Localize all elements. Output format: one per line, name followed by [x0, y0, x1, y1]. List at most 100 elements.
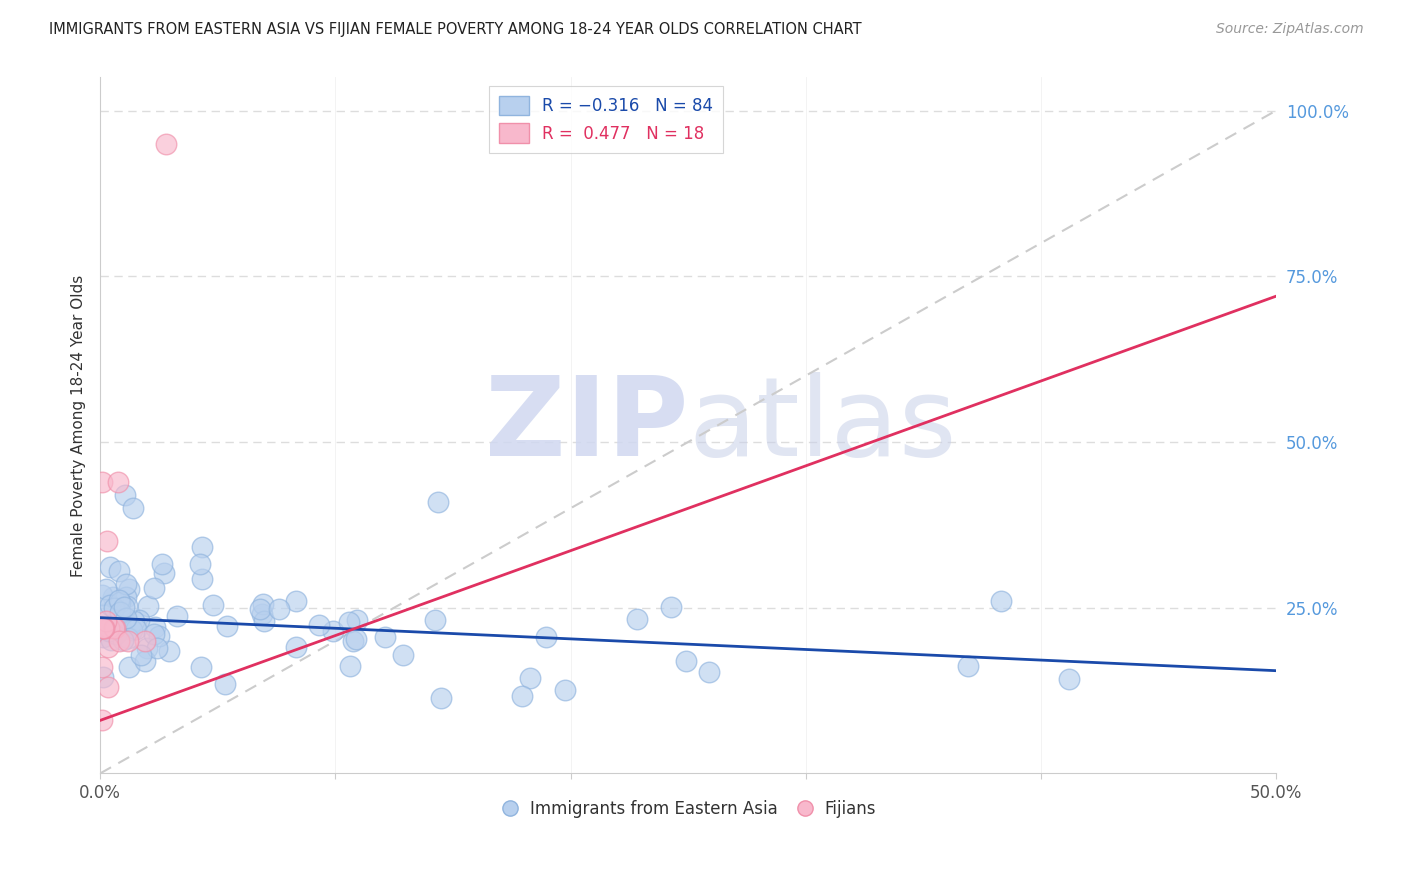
Point — [97, 640, 120, 655]
Point — [107, 475, 129, 489]
Point — [191, 572, 214, 586]
Point — [105, 626, 128, 640]
Point — [118, 582, 141, 597]
Point — [108, 564, 131, 578]
Point — [110, 618, 132, 632]
Point — [956, 658, 979, 673]
Point — [215, 619, 238, 633]
Point — [252, 597, 274, 611]
Point — [153, 566, 176, 580]
Point — [91, 475, 114, 489]
Point — [697, 665, 720, 680]
Point — [392, 648, 415, 662]
Point — [115, 599, 138, 614]
Text: IMMIGRANTS FROM EASTERN ASIA VS FIJIAN FEMALE POVERTY AMONG 18-24 YEAR OLDS CORR: IMMIGRANTS FROM EASTERN ASIA VS FIJIAN F… — [49, 22, 862, 37]
Point — [148, 629, 170, 643]
Point — [97, 624, 120, 638]
Point — [423, 613, 446, 627]
Point — [143, 581, 166, 595]
Point — [285, 640, 308, 654]
Point — [114, 577, 136, 591]
Point — [93, 621, 115, 635]
Point — [157, 644, 180, 658]
Point — [519, 671, 541, 685]
Text: ZIP: ZIP — [485, 372, 688, 479]
Point — [91, 621, 114, 635]
Point — [121, 624, 143, 638]
Point — [91, 714, 114, 728]
Point — [990, 594, 1012, 608]
Point — [322, 624, 344, 638]
Point — [100, 633, 122, 648]
Point — [146, 641, 169, 656]
Point — [339, 659, 361, 673]
Point — [284, 593, 307, 607]
Point — [143, 620, 166, 634]
Point — [427, 494, 450, 508]
Text: atlas: atlas — [688, 372, 956, 479]
Point — [96, 582, 118, 596]
Point — [94, 614, 117, 628]
Point — [103, 621, 125, 635]
Point — [98, 598, 121, 612]
Point — [249, 601, 271, 615]
Point — [626, 612, 648, 626]
Point — [117, 633, 139, 648]
Point — [510, 689, 533, 703]
Point — [98, 621, 121, 635]
Point — [103, 601, 125, 615]
Point — [111, 633, 134, 648]
Point — [214, 677, 236, 691]
Point — [117, 631, 139, 645]
Point — [659, 600, 682, 615]
Point — [129, 648, 152, 663]
Point — [121, 501, 143, 516]
Point — [118, 660, 141, 674]
Point — [134, 654, 156, 668]
Point — [269, 602, 291, 616]
Point — [190, 659, 212, 673]
Point — [142, 627, 165, 641]
Point — [108, 595, 131, 609]
Point — [108, 606, 131, 620]
Point — [534, 630, 557, 644]
Point — [122, 614, 145, 628]
Point — [103, 621, 125, 635]
Point — [337, 615, 360, 629]
Point — [115, 611, 138, 625]
Point — [128, 613, 150, 627]
Point — [675, 654, 697, 668]
Point — [108, 633, 131, 648]
Point — [118, 618, 141, 632]
Point — [554, 682, 576, 697]
Point — [96, 534, 118, 549]
Point — [114, 590, 136, 604]
Point — [430, 690, 453, 705]
Point — [91, 660, 114, 674]
Point — [344, 632, 367, 646]
Point — [374, 630, 396, 644]
Text: Source: ZipAtlas.com: Source: ZipAtlas.com — [1216, 22, 1364, 37]
Point — [155, 136, 177, 151]
Point — [136, 599, 159, 613]
Point — [250, 607, 273, 621]
Point — [104, 621, 127, 635]
Point — [308, 617, 330, 632]
Point — [91, 588, 114, 602]
Point — [107, 592, 129, 607]
Point — [190, 541, 212, 555]
Point — [103, 590, 125, 604]
Y-axis label: Female Poverty Among 18-24 Year Olds: Female Poverty Among 18-24 Year Olds — [72, 275, 86, 576]
Legend: Immigrants from Eastern Asia, Fijians: Immigrants from Eastern Asia, Fijians — [494, 793, 883, 824]
Point — [112, 599, 135, 614]
Point — [1057, 672, 1080, 686]
Point — [93, 607, 115, 622]
Point — [93, 621, 115, 635]
Point — [114, 488, 136, 502]
Point — [91, 670, 114, 684]
Point — [346, 613, 368, 627]
Point — [253, 614, 276, 628]
Point — [97, 680, 120, 694]
Point — [125, 622, 148, 636]
Point — [136, 641, 159, 656]
